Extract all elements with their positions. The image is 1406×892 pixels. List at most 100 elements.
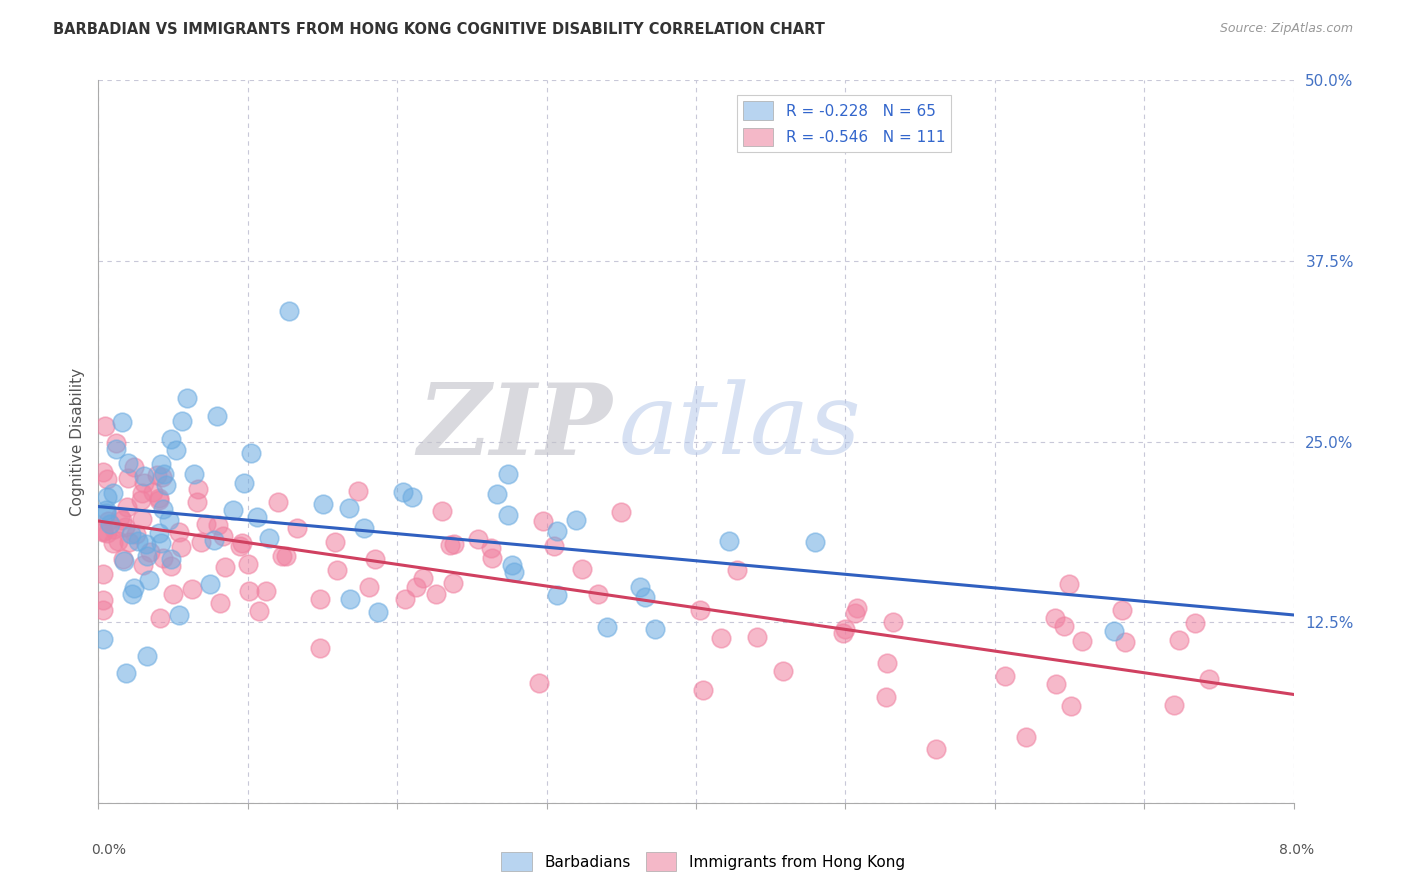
Point — [479, 541, 502, 556]
Point — [170, 540, 193, 554]
Point — [254, 584, 277, 599]
Point — [412, 571, 434, 585]
Point — [238, 558, 260, 572]
Point — [96, 525, 118, 540]
Point — [257, 531, 280, 545]
Point — [277, 304, 299, 318]
Point — [596, 619, 619, 633]
Point — [337, 500, 360, 515]
Point — [367, 605, 389, 619]
Point — [91, 592, 114, 607]
Point — [644, 622, 666, 636]
Point — [1053, 619, 1076, 633]
Point — [1060, 699, 1083, 714]
Point — [160, 432, 183, 446]
Point — [347, 484, 370, 499]
Point — [628, 580, 651, 594]
Point — [1111, 603, 1133, 617]
Point — [186, 495, 208, 509]
Point — [432, 504, 454, 518]
Point — [845, 601, 868, 615]
Point — [135, 537, 157, 551]
Point — [496, 467, 519, 481]
Point — [118, 534, 141, 549]
Point — [832, 626, 855, 640]
Point — [114, 520, 136, 534]
Point — [481, 550, 503, 565]
Point — [122, 460, 145, 475]
Point — [1198, 672, 1220, 686]
Point — [725, 563, 748, 577]
Point — [543, 539, 565, 553]
Point — [202, 533, 225, 547]
Point — [994, 669, 1017, 683]
Point — [121, 587, 143, 601]
Point — [160, 552, 183, 566]
Text: ZIP: ZIP — [418, 379, 613, 475]
Point — [111, 552, 134, 566]
Point — [115, 500, 138, 514]
Point — [747, 630, 769, 644]
Point — [207, 517, 229, 532]
Point — [467, 532, 489, 546]
Point — [155, 478, 177, 492]
Point — [804, 535, 827, 549]
Point — [183, 467, 205, 482]
Point — [91, 603, 114, 617]
Point — [1167, 633, 1189, 648]
Point — [240, 446, 263, 460]
Point — [882, 615, 904, 629]
Point — [401, 490, 423, 504]
Y-axis label: Cognitive Disability: Cognitive Disability — [69, 368, 84, 516]
Point — [93, 419, 115, 434]
Point — [247, 604, 270, 618]
Point — [357, 580, 380, 594]
Point — [246, 509, 269, 524]
Point — [96, 472, 118, 486]
Point — [91, 524, 114, 538]
Point — [160, 558, 183, 573]
Point — [501, 558, 523, 573]
Point — [117, 471, 139, 485]
Point — [96, 506, 118, 520]
Point — [439, 537, 461, 551]
Point — [394, 591, 416, 606]
Point — [309, 591, 332, 606]
Point — [162, 587, 184, 601]
Point — [267, 495, 290, 509]
Point — [149, 611, 172, 625]
Point — [187, 482, 209, 496]
Point — [441, 575, 464, 590]
Point — [112, 554, 135, 568]
Point — [405, 580, 427, 594]
Point — [170, 414, 193, 428]
Point — [122, 582, 145, 596]
Point — [531, 514, 554, 528]
Point — [148, 526, 170, 541]
Point — [231, 535, 253, 549]
Point — [392, 485, 415, 500]
Point — [486, 487, 509, 501]
Point — [148, 491, 170, 505]
Point — [339, 592, 361, 607]
Point — [1043, 611, 1066, 625]
Point — [135, 649, 157, 664]
Point — [610, 505, 633, 519]
Point — [91, 632, 114, 646]
Point — [1114, 635, 1136, 649]
Point — [209, 597, 232, 611]
Point — [107, 533, 129, 548]
Point — [117, 456, 139, 470]
Point — [150, 536, 173, 550]
Point — [148, 493, 170, 508]
Point — [634, 590, 657, 604]
Point — [1059, 577, 1081, 591]
Point — [97, 515, 120, 529]
Point — [132, 469, 155, 483]
Point — [309, 641, 332, 656]
Point — [546, 524, 568, 539]
Point — [91, 465, 114, 479]
Point — [152, 550, 174, 565]
Point — [228, 540, 250, 554]
Point — [1104, 624, 1126, 638]
